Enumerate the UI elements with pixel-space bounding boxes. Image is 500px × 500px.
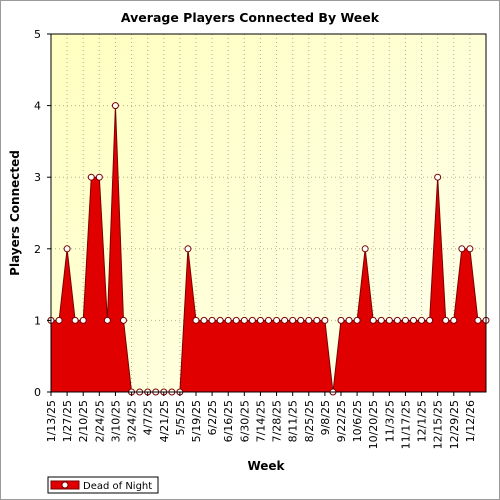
x-tick-label: 10/6/25 xyxy=(351,400,364,442)
data-point xyxy=(256,316,264,324)
x-axis-title: Week xyxy=(247,459,285,473)
x-tick-label: 6/16/25 xyxy=(222,400,235,442)
data-point xyxy=(281,316,289,324)
chart-title: Average Players Connected By Week xyxy=(121,10,380,25)
y-tick-label: 5 xyxy=(34,28,41,41)
data-point xyxy=(63,245,71,253)
data-point xyxy=(337,316,345,324)
data-point xyxy=(369,316,377,324)
x-tick-label: 1/13/25 xyxy=(45,400,58,442)
data-point xyxy=(385,316,393,324)
data-point xyxy=(377,316,385,324)
data-point xyxy=(265,316,272,324)
axes xyxy=(50,33,487,393)
y-tick-label: 3 xyxy=(34,171,41,184)
data-point xyxy=(321,316,329,324)
x-tick-label: 2/24/25 xyxy=(93,400,106,442)
x-tick-label: 12/15/25 xyxy=(432,400,445,449)
y-tick-label: 0 xyxy=(34,386,41,399)
data-point xyxy=(297,316,305,324)
x-tick-label: 7/14/25 xyxy=(254,400,267,442)
data-point xyxy=(393,316,401,324)
y-axis-title: Players Connected xyxy=(8,150,22,276)
data-point xyxy=(474,316,482,324)
data-point xyxy=(426,316,434,324)
data-point xyxy=(361,245,369,253)
x-tick-label: 10/20/25 xyxy=(367,400,380,449)
x-tick-label: 4/7/25 xyxy=(142,400,155,435)
data-point xyxy=(289,316,297,324)
data-point xyxy=(401,316,409,324)
x-tick-label: 5/5/25 xyxy=(174,400,187,435)
x-tick-label: 8/25/25 xyxy=(303,400,316,442)
x-tick-label: 11/3/25 xyxy=(383,400,396,442)
x-tick-label: 1/12/26 xyxy=(464,400,477,442)
x-tick-label: 3/24/25 xyxy=(126,400,139,442)
x-tick-label: 9/22/25 xyxy=(335,400,348,442)
legend: Dead of Night xyxy=(47,476,159,494)
plot-border xyxy=(50,33,487,393)
data-point xyxy=(208,316,216,324)
data-point xyxy=(434,173,442,181)
data-point xyxy=(305,316,313,324)
data-point xyxy=(87,173,95,181)
data-point xyxy=(192,316,200,324)
data-point xyxy=(248,316,256,324)
data-point xyxy=(345,316,353,324)
data-point xyxy=(240,316,248,324)
x-tick-label: 12/1/25 xyxy=(416,400,429,442)
data-point xyxy=(95,173,103,181)
data-point xyxy=(450,316,458,324)
data-point xyxy=(216,316,224,324)
data-point xyxy=(410,316,417,324)
x-tick-label: 6/2/25 xyxy=(206,400,219,435)
series-dead-of-night xyxy=(47,102,490,396)
x-tick-label: 1/27/25 xyxy=(61,400,74,442)
x-tick-label: 9/8/25 xyxy=(319,400,332,435)
x-tick-label: 4/21/25 xyxy=(158,400,171,442)
data-point xyxy=(442,316,450,324)
y-tick-labels: 0 1 2 3 4 5 xyxy=(34,28,51,399)
data-point xyxy=(418,316,426,324)
legend-marker xyxy=(61,481,69,489)
x-tick-label: 2/10/25 xyxy=(77,400,90,442)
x-tick-label: 8/11/25 xyxy=(287,400,300,442)
x-tick-label: 12/29/25 xyxy=(448,400,461,449)
data-point xyxy=(103,316,111,324)
data-point xyxy=(313,316,321,324)
x-tick-label: 5/19/25 xyxy=(190,400,203,442)
x-tick-label: 6/30/25 xyxy=(238,400,251,442)
data-point xyxy=(71,316,79,324)
data-point xyxy=(273,316,281,324)
data-point xyxy=(224,316,232,324)
x-tick-label: 3/10/25 xyxy=(109,400,122,442)
data-point xyxy=(458,245,466,253)
data-point xyxy=(232,316,240,324)
x-tick-label: 7/28/25 xyxy=(271,400,284,442)
y-tick-label: 4 xyxy=(34,100,41,113)
data-point xyxy=(200,316,208,324)
data-point xyxy=(79,316,87,324)
data-point xyxy=(55,316,63,324)
data-point xyxy=(184,245,192,253)
y-tick-label: 2 xyxy=(34,243,41,256)
data-point xyxy=(120,316,127,324)
legend-label: Dead of Night xyxy=(83,481,152,492)
y-tick-label: 1 xyxy=(34,314,41,327)
data-point xyxy=(111,102,119,110)
data-point xyxy=(353,316,361,324)
x-tick-labels: 1/13/25 1/27/25 2/10/25 2/24/25 3/10/25 3/24/… xyxy=(45,392,477,449)
data-point xyxy=(466,245,474,253)
x-tick-label: 11/17/25 xyxy=(399,400,412,449)
